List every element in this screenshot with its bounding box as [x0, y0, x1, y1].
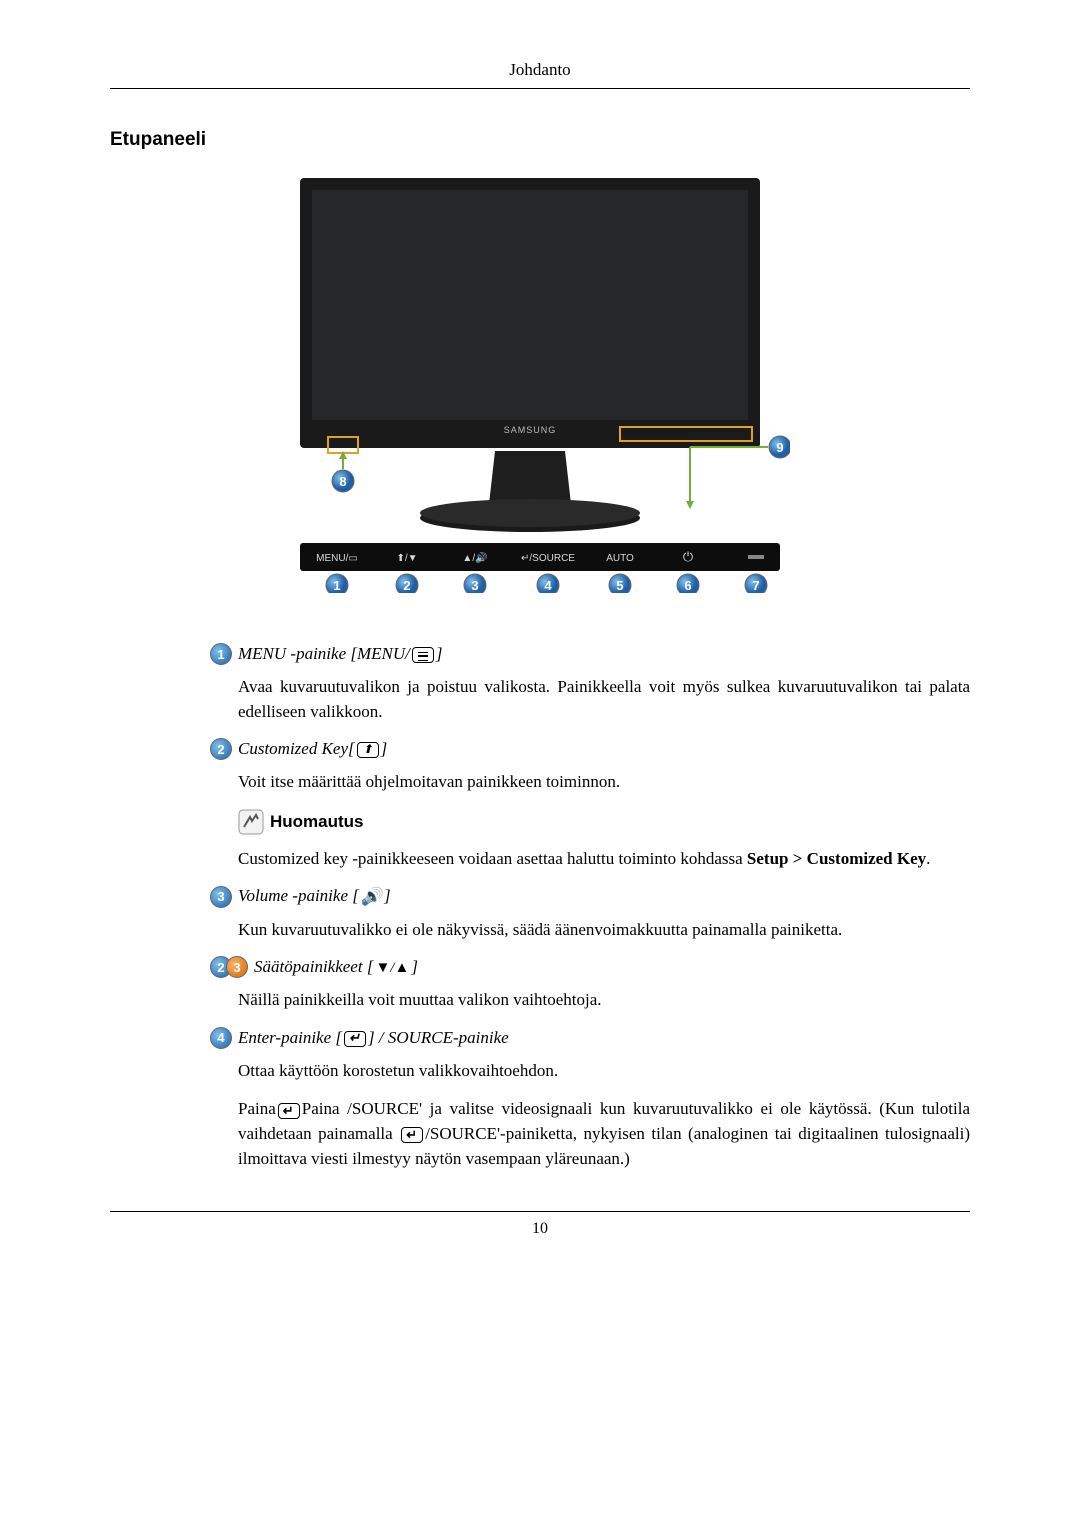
item-2-label: Customized Key[]	[238, 739, 387, 759]
bullet-2: 2	[210, 738, 232, 760]
content: 1 MENU -painike [MENU/] Avaa kuvaruutuva…	[110, 643, 970, 1171]
bullet-3b: 3	[226, 956, 248, 978]
svg-text:8: 8	[339, 474, 346, 489]
monitor-figure: SAMSUNG 8 9 MENU/▭ ⬆/▼ ▲	[110, 173, 970, 593]
custom-key-icon	[357, 742, 379, 758]
svg-text:5: 5	[616, 578, 623, 593]
page-header: Johdanto	[110, 60, 970, 89]
item-23: 2 3 Säätöpainikkeet [▼/▲] Näillä painikk…	[210, 956, 970, 1013]
adjust-arrows-icon: ▼/▲	[375, 960, 409, 977]
svg-text:2: 2	[403, 578, 410, 593]
page-footer: 10	[110, 1211, 970, 1238]
svg-text:3: 3	[471, 578, 478, 593]
item-23-body: Näillä painikkeilla voit muuttaa valikon…	[238, 988, 970, 1013]
svg-text:6: 6	[684, 578, 691, 593]
svg-text:⬆/▼: ⬆/▼	[396, 553, 417, 564]
item-1: 1 MENU -painike [MENU/] Avaa kuvaruutuva…	[210, 643, 970, 724]
item-3: 3 Volume -painike [🔊] Kun kuvaruutuvalik…	[210, 886, 970, 943]
svg-text:4: 4	[544, 578, 552, 593]
note-icon	[238, 809, 264, 835]
item-4-body2: PainaPaina /SOURCE' ja valitse videosign…	[238, 1097, 970, 1171]
svg-text:⏻: ⏻	[683, 549, 693, 564]
note-label: Huomautus	[270, 812, 364, 832]
bullet-pair-23: 2 3	[210, 956, 248, 978]
item-4-label: Enter-painike [] / SOURCE-painike	[238, 1028, 509, 1048]
enter-icon	[401, 1127, 423, 1143]
svg-text:9: 9	[776, 440, 783, 455]
item-1-label: MENU -painike [MENU/]	[238, 644, 442, 664]
bullet-3: 3	[210, 886, 232, 908]
note-body: Customized key -painikkeeseen voidaan as…	[238, 847, 970, 872]
item-3-body: Kun kuvaruutuvalikko ei ole näkyvissä, s…	[238, 918, 970, 943]
brand-label: SAMSUNG	[504, 425, 557, 435]
item-2-body: Voit itse määrittää ohjelmoitavan painik…	[238, 770, 970, 795]
note-head: Huomautus	[238, 809, 970, 835]
enter-icon	[278, 1103, 300, 1119]
svg-text:7: 7	[752, 578, 759, 593]
item-3-label: Volume -painike [🔊]	[238, 886, 391, 907]
item-4: 4 Enter-painike [] / SOURCE-painike Otta…	[210, 1027, 970, 1172]
item-23-label: Säätöpainikkeet [▼/▲]	[254, 957, 418, 977]
enter-icon	[344, 1031, 366, 1047]
menu-icon	[412, 647, 434, 663]
svg-text:AUTO: AUTO	[606, 553, 634, 564]
svg-text:MENU/▭: MENU/▭	[316, 553, 358, 564]
item-1-body: Avaa kuvaruutuvalikon ja poistuu valikos…	[238, 675, 970, 724]
volume-icon: 🔊	[361, 887, 382, 907]
bullet-1: 1	[210, 643, 232, 665]
bullet-4: 4	[210, 1027, 232, 1049]
svg-text:↵/SOURCE: ↵/SOURCE	[521, 553, 575, 564]
svg-text:▲/🔊: ▲/🔊	[462, 551, 487, 564]
item-2: 2 Customized Key[] Voit itse määrittää o…	[210, 738, 970, 871]
svg-text:1: 1	[333, 578, 340, 593]
section-title: Etupaneeli	[110, 129, 970, 151]
monitor-svg: SAMSUNG 8 9 MENU/▭ ⬆/▼ ▲	[290, 173, 790, 593]
item-4-body: Ottaa käyttöön korostetun valikkovaihtoe…	[238, 1059, 970, 1084]
